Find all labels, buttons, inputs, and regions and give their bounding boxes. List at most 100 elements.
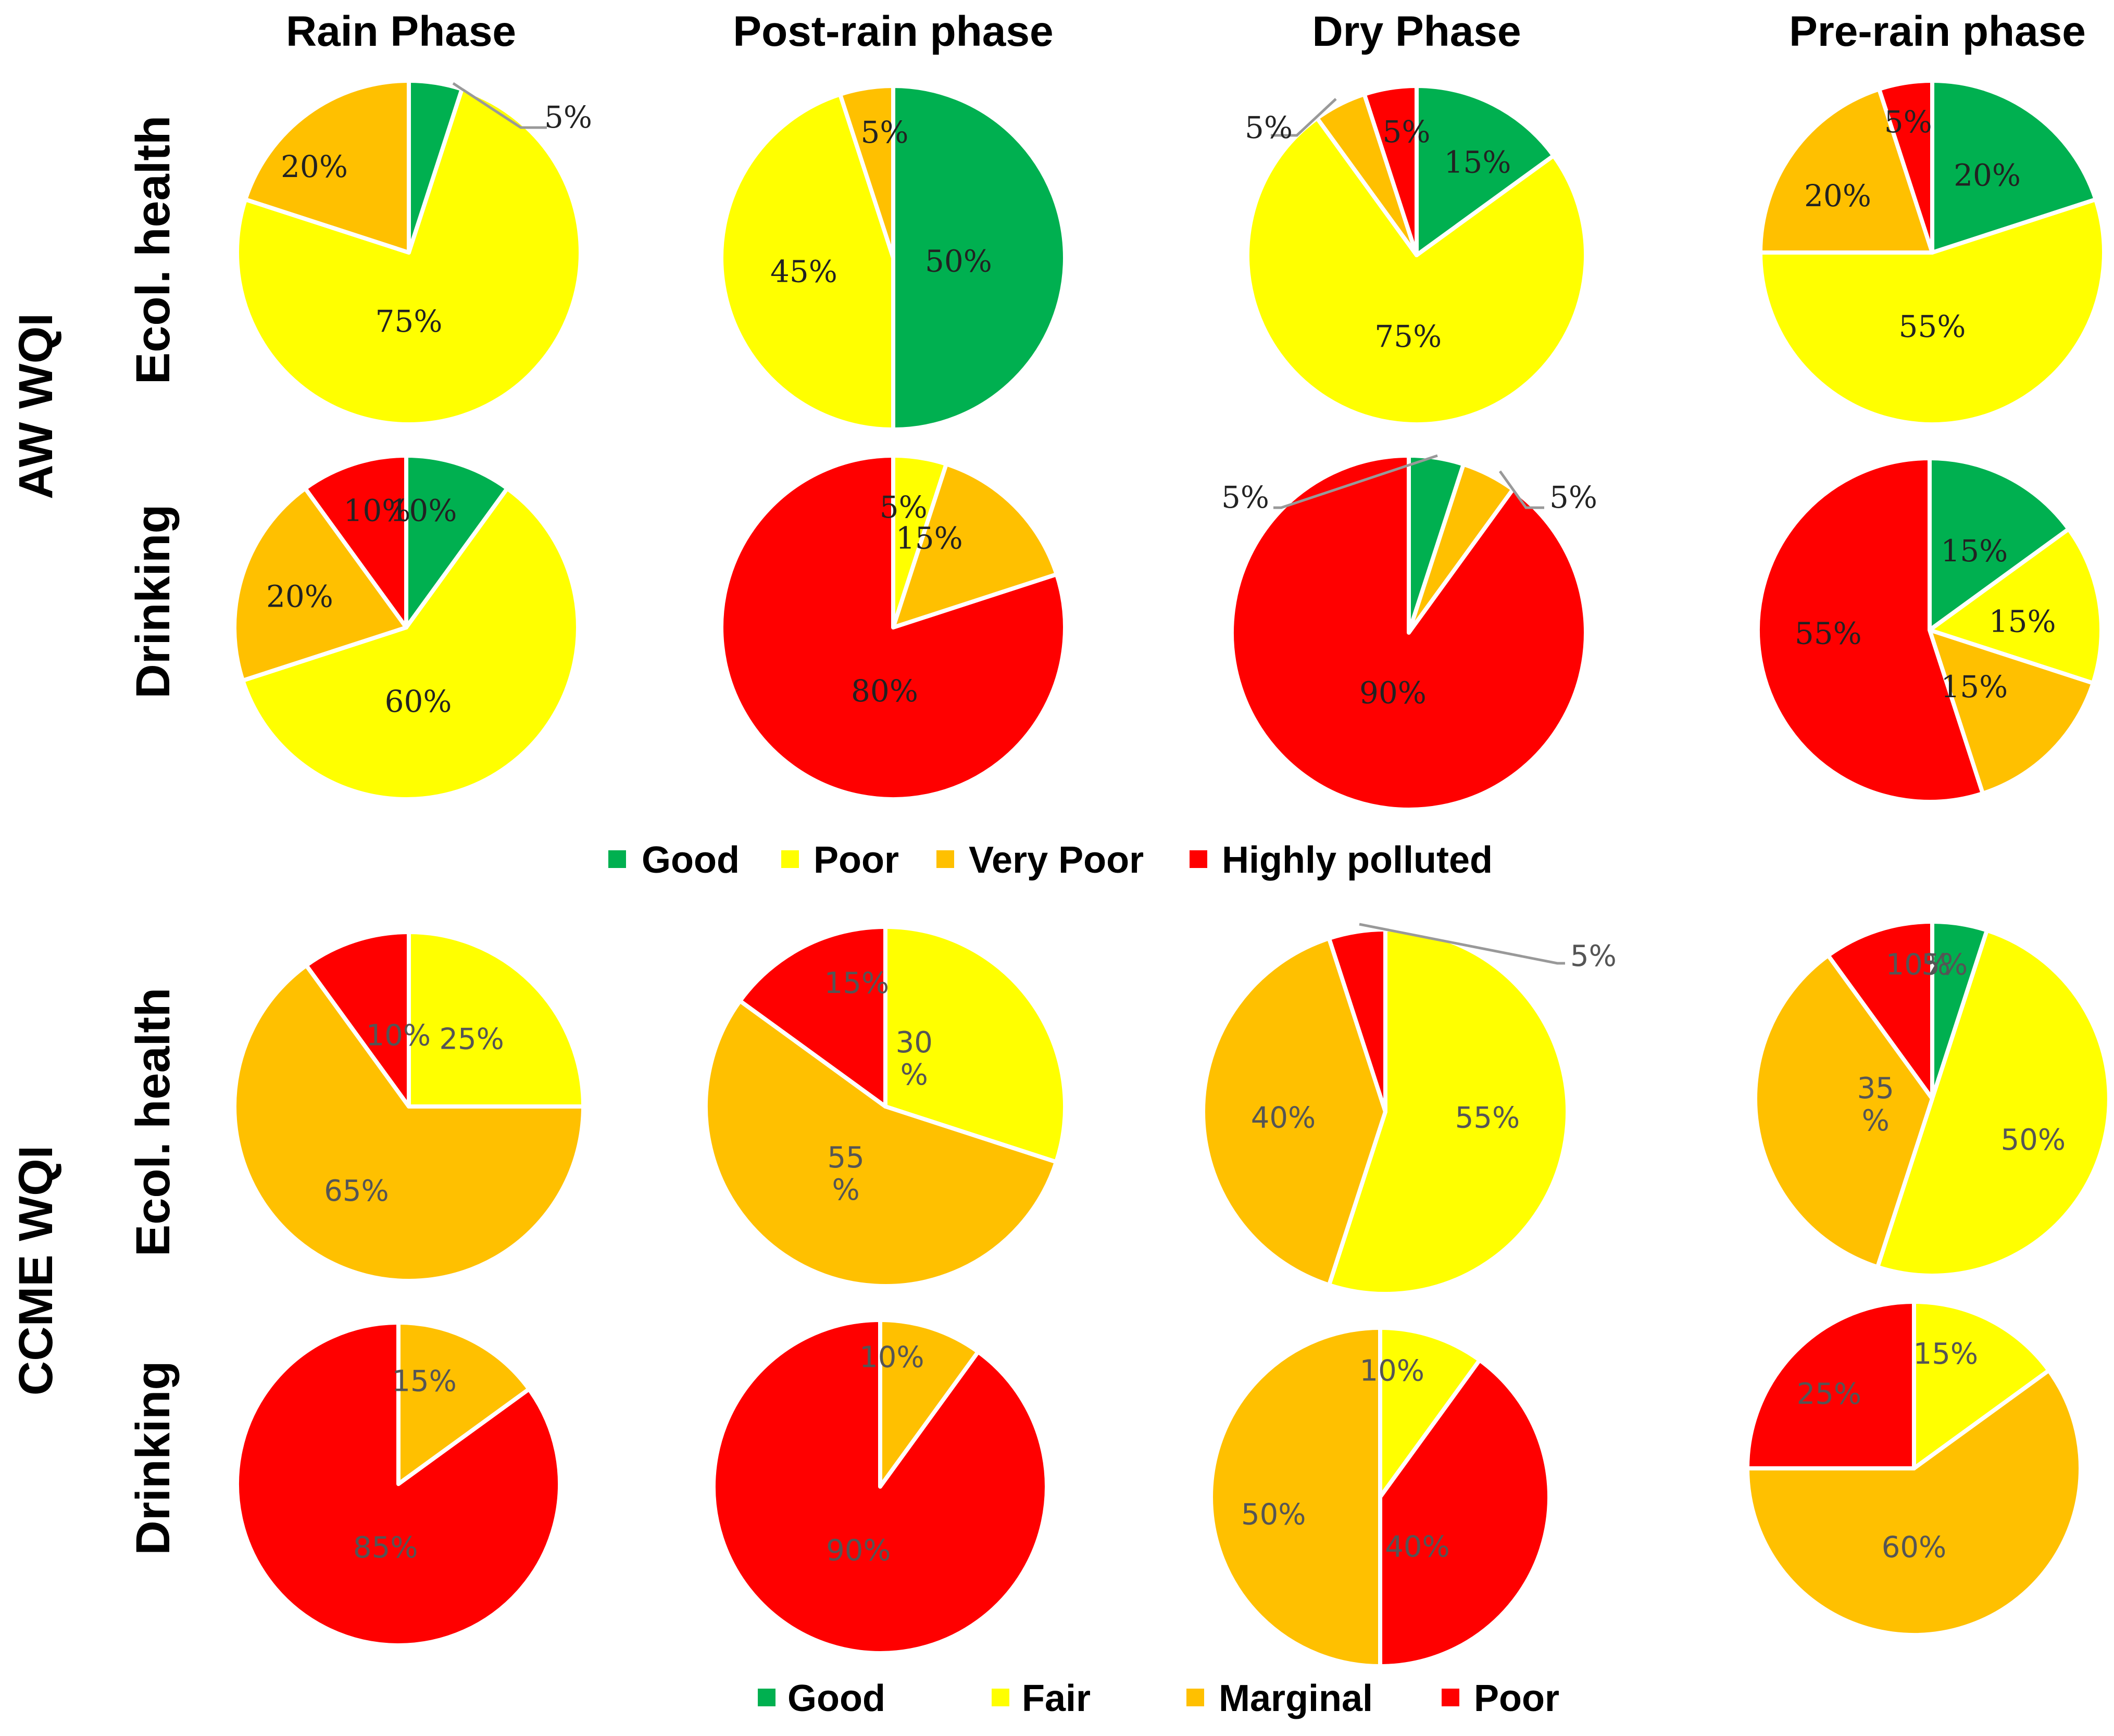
slice-poor <box>1378 1358 1552 1668</box>
data-label-very-poor: 5% <box>860 115 908 150</box>
legend-ccme-swatch-fair <box>992 1689 1009 1706</box>
leader-line-very-poor <box>1498 470 1544 509</box>
slice-good <box>404 454 509 630</box>
slice-poor <box>235 1320 562 1647</box>
data-label-poor: 15% <box>1989 604 2056 639</box>
data-label-good: 5% <box>544 99 592 135</box>
data-label-highly-polluted: 5% <box>1382 114 1430 149</box>
row-label-ccme-drinking: Drinking <box>127 1361 180 1555</box>
slice-fair <box>1327 927 1570 1296</box>
slice-highly-polluted <box>1230 454 1588 812</box>
row-label-aw-drinking: Drinking <box>127 504 180 698</box>
slice-very-poor <box>1758 87 1934 255</box>
slice-fair <box>407 930 585 1109</box>
legend-ccme-swatch-marginal <box>1186 1689 1204 1706</box>
pie-aw-wqi-drinking-post-rain-phase: 5%15% 80% <box>719 454 1067 801</box>
pie-aw-wqi-ecol-health-post-rain-phase: 50% 45% 5% <box>719 84 1067 432</box>
data-label-good: 15% <box>1444 144 1511 180</box>
slice-marginal <box>1745 1368 2083 1637</box>
slice-good <box>891 84 1067 432</box>
slice-poor <box>737 925 887 1109</box>
slice-poor <box>235 87 583 426</box>
data-label-good: 5% <box>1221 480 1269 515</box>
slice-very-poor <box>232 486 408 683</box>
data-label-poor: 75% <box>1374 319 1442 354</box>
leader-line-good <box>452 82 547 129</box>
pie-aw-wqi-ecol-health-dry-phase: 15% 75% 5% 5% <box>1245 84 1588 426</box>
legend-ccme-label-marginal: Marginal <box>1219 1678 1373 1719</box>
legend-ccme-label-fair: Fair <box>1022 1678 1091 1719</box>
slice-marginal <box>396 1320 531 1486</box>
slice-poor <box>1826 920 1934 1101</box>
slice-fair <box>1875 928 2112 1278</box>
slice-highly-polluted <box>719 454 1067 801</box>
data-label-poor: 75% <box>376 304 443 339</box>
slice-poor <box>1245 116 1588 426</box>
leader-line-poor <box>1359 923 1565 965</box>
slice-highly-polluted <box>1756 456 1985 804</box>
data-label-fair: 10% <box>1360 1354 1424 1388</box>
slice-highly-polluted <box>1362 84 1419 257</box>
data-label-good: 5% <box>1921 948 1968 982</box>
data-label-poor: 60% <box>385 684 452 719</box>
row-label-aw-ecol-health: Ecol. health <box>127 116 180 384</box>
data-label-marginal: 15% <box>392 1365 456 1399</box>
slice-poor <box>719 92 895 432</box>
pie-aw-wqi-drinking-rain-phase: 10% 60% 20% 10% <box>232 454 580 801</box>
data-label-fair: 55% <box>1455 1101 1520 1135</box>
data-label-very-poor: 20% <box>281 149 348 184</box>
pie-ccme-wqi-drinking-pre-rain-phase: 15% 60% 25% <box>1745 1300 2083 1637</box>
legend-aw-swatch-poor <box>781 850 799 868</box>
data-label-marginal: 55% <box>827 1141 864 1207</box>
legend-ccme: Good Fair Marginal Poor <box>758 1678 1559 1719</box>
data-label-poor: 5% <box>880 489 928 525</box>
legend-ccme-swatch-poor <box>1442 1689 1459 1706</box>
data-label-marginal: 35% <box>1857 1072 1894 1138</box>
pie-ccme-wqi-drinking-dry-phase: 10% 40% 50% <box>1209 1326 1552 1668</box>
pie-ccme-wqi-drinking-post-rain-phase: 10% 90% <box>711 1318 1049 1655</box>
legend-aw-label-poor: Poor <box>814 839 899 881</box>
data-label-fair: 50% <box>2001 1123 2066 1157</box>
data-label-poor: 40% <box>1385 1530 1449 1564</box>
header-dry-phase: Dry Phase <box>1312 8 1521 55</box>
slice-good <box>1928 456 2071 632</box>
pie-ccme-wqi-ecol-health-rain-phase: 25% 65% 10% <box>232 930 585 1283</box>
legend-ccme-swatch-good <box>758 1689 775 1706</box>
slice-poor <box>711 1318 1049 1655</box>
slice-marginal <box>232 963 585 1283</box>
pies-layer: 5%75%20%50%45%5%15%75%5% 5%20%55%20%5%10%… <box>232 79 2112 1668</box>
slice-fair <box>883 925 1067 1164</box>
data-label-fair: 15% <box>1913 1337 1978 1371</box>
data-label-very-poor: 15% <box>896 520 963 556</box>
data-label-good: 50% <box>925 244 992 279</box>
data-label-poor: 45% <box>770 254 837 289</box>
slice-marginal <box>704 999 1059 1288</box>
slice-fair <box>1912 1300 2051 1470</box>
slice-very-poor <box>243 79 411 255</box>
pie-aw-wqi-ecol-health-pre-rain-phase: 20% 55% 20% 5% <box>1758 79 2106 426</box>
legend-aw-label-very-poor: Very Poor <box>969 839 1144 881</box>
pie-aw-wqi-drinking-dry-phase: 5% 5% 90% <box>1221 454 1597 812</box>
header-pre-rain-phase: Pre-rain phase <box>1789 8 2086 55</box>
slice-good <box>1415 84 1556 257</box>
pie-ccme-wqi-ecol-health-dry-phase: 55% 40% 5% <box>1201 923 1617 1296</box>
data-label-highly-polluted: 80% <box>851 673 918 709</box>
data-label-marginal: 40% <box>1251 1101 1316 1135</box>
legend-aw-label-good: Good <box>642 839 740 881</box>
pie-ccme-wqi-ecol-health-post-rain-phase: 30 % 55 % 15% <box>704 925 1067 1288</box>
slice-highly-polluted <box>1877 79 1934 255</box>
data-label-good: 10% <box>390 493 457 529</box>
row-label-ccme-ecol-health: Ecol. health <box>127 988 180 1256</box>
data-label-highly-polluted: 5% <box>1884 104 1932 140</box>
data-label-marginal: 60% <box>1882 1530 1946 1564</box>
leader-line-good <box>1273 454 1438 509</box>
slice-fair <box>1378 1326 1482 1499</box>
slice-poor <box>304 930 411 1109</box>
data-label-poor: 10% <box>366 1019 431 1053</box>
slice-poor <box>1745 1300 1916 1470</box>
data-label-very-poor: 5% <box>1245 110 1293 145</box>
data-label-poor: 5% <box>1570 939 1617 973</box>
data-label-marginal: 50% <box>1241 1498 1306 1532</box>
slice-poor <box>1758 197 2106 426</box>
